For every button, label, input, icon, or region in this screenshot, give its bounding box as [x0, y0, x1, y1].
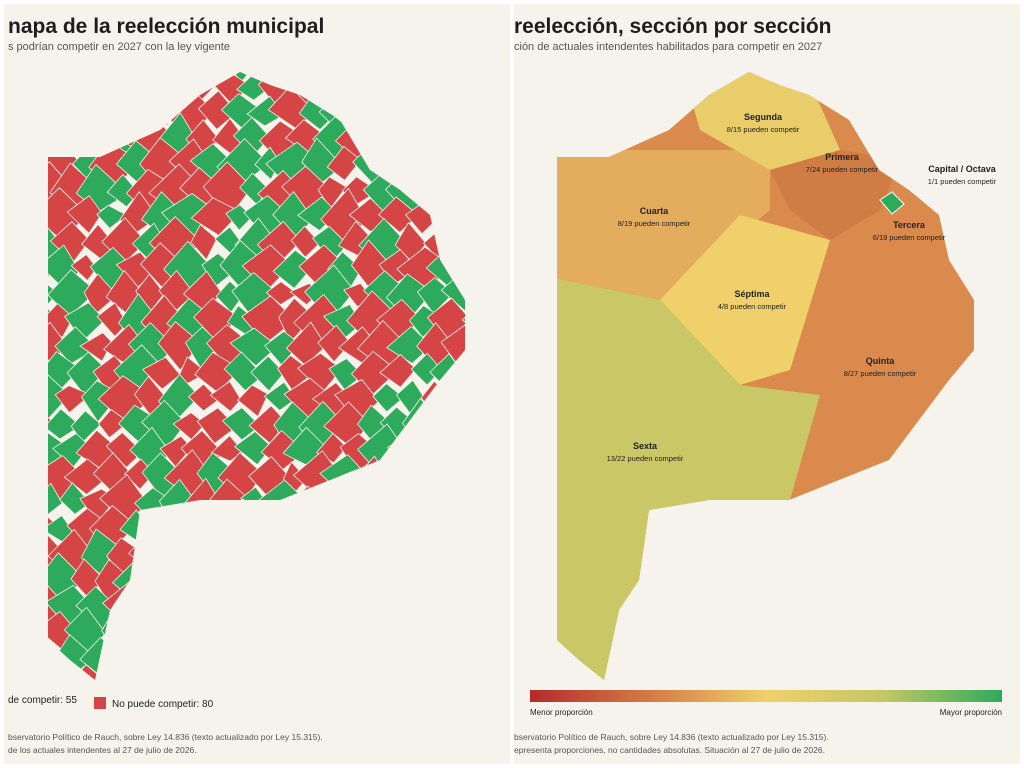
municipality	[190, 224, 218, 261]
municipality	[379, 354, 417, 388]
source-line: de los actuales intendentes al 27 de jul…	[8, 745, 197, 755]
section-name: Capital / Octava	[928, 164, 997, 174]
section-name: Cuarta	[640, 206, 670, 216]
municipality	[237, 384, 269, 418]
section-name: Sexta	[633, 441, 658, 451]
section-label: 1/1 pueden competir	[928, 177, 997, 186]
municipality	[96, 204, 128, 229]
municipality	[48, 408, 82, 440]
region-primera	[770, 150, 900, 240]
municipality	[66, 195, 103, 234]
municipality	[48, 371, 70, 426]
municipality	[229, 327, 279, 367]
section-label: 8/27 pueden competir	[844, 369, 917, 378]
right-subtitle: ción de actuales intendentes habilitados…	[514, 41, 822, 53]
section-name: Primera	[825, 152, 860, 162]
municipality	[317, 324, 351, 363]
municipality	[410, 352, 442, 386]
legend-label: de competir: 55	[8, 695, 77, 706]
left-title: napa de la reelección municipal	[8, 15, 324, 38]
region-capital	[879, 191, 905, 215]
municipality	[70, 253, 98, 282]
municipality	[372, 383, 405, 413]
municipality	[440, 271, 465, 312]
region-septima	[660, 215, 830, 385]
source-line: epresenta proporciones, no cantidades ab…	[514, 745, 825, 755]
municipality	[157, 321, 201, 371]
legend-swatch	[94, 697, 106, 709]
municipality	[233, 430, 273, 466]
section-labels: Segunda 8/15 pueden competir Primera 7/24 p…	[607, 112, 997, 463]
left-subtitle: s podrían competir en 2027 con la ley vi…	[8, 41, 230, 53]
section-name: Séptima	[734, 289, 770, 299]
scale-min: Menor proporción	[530, 708, 593, 717]
scale-max: Mayor proporción	[940, 708, 1002, 717]
color-scale	[530, 690, 1002, 702]
municipality	[48, 303, 74, 339]
legend-label: No puede competir: 80	[112, 699, 214, 710]
section-label: 13/22 pueden competir	[607, 454, 684, 463]
section-label: 7/24 pueden competir	[806, 165, 879, 174]
source-line: bservatorio Político de Rauch, sobre Ley…	[514, 732, 829, 742]
municipality	[141, 356, 181, 390]
source-line: bservatorio Político de Rauch, sobre Ley…	[8, 732, 323, 742]
municipality	[98, 408, 130, 439]
section-label: 4/8 pueden competir	[718, 302, 787, 311]
section-label: 8/15 pueden competir	[727, 125, 800, 134]
section-name: Segunda	[744, 112, 783, 122]
municipality	[48, 482, 63, 518]
municipality	[326, 145, 362, 181]
section-name: Tercera	[893, 220, 926, 230]
section-label: 6/19 pueden competir	[873, 233, 946, 242]
right-title: reelección, sección por sección	[514, 15, 831, 38]
region-sexta	[557, 275, 820, 680]
section-name: Quinta	[866, 356, 895, 366]
municipality	[221, 407, 261, 441]
municipality	[48, 506, 59, 548]
municipality	[59, 482, 91, 515]
municipality	[79, 332, 113, 362]
municipality	[54, 385, 92, 414]
region-cuarta	[557, 150, 770, 300]
section-label: 8/19 pueden competir	[618, 219, 691, 228]
municipality	[209, 380, 242, 412]
